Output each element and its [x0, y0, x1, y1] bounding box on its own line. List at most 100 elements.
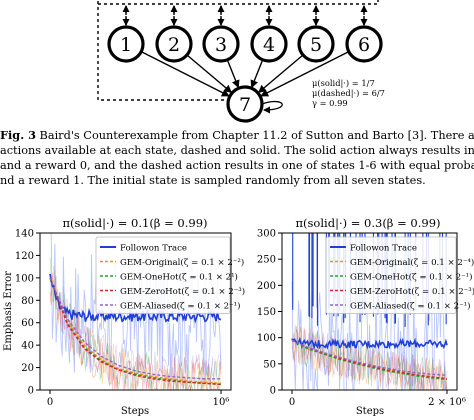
state-2-circle [155, 25, 193, 63]
solid-arrow-2 [186, 54, 233, 94]
legend-label-2: GEM-OneHot(ζ = 0.1 × 2¹) [120, 271, 238, 282]
xtick-label-1: 2 × 10⁶ [428, 397, 466, 408]
dashed-transitions [122, 5, 368, 26]
solid-arrow-6 [260, 51, 350, 97]
state-7-label: 7 [239, 94, 251, 116]
ytick-label-20: 20 [21, 363, 34, 374]
series-line-4 [49, 277, 221, 380]
ytick-label-0: 0 [270, 386, 276, 397]
state-4-circle [250, 25, 288, 63]
ytick-label-40: 40 [21, 341, 34, 352]
legend-label-4: GEM-Aliased(ζ = 0.1 × 2⁻¹) [120, 300, 240, 311]
chart-right: π(solid|·) = 0.3(β = 0.99) 0 50 100 150 200 2… [257, 216, 474, 417]
chart-left-xlabel: Steps [121, 406, 149, 417]
series-noise-1 [291, 325, 448, 390]
state-2-label: 2 [168, 34, 180, 56]
solid-transitions [140, 51, 350, 97]
legend-box [95, 236, 231, 314]
legend-label-4: GEM-Aliased(ζ = 0.1 × 2⁻¹) [350, 300, 470, 311]
caption-line-2: actions available at each state, dashed … [0, 144, 474, 157]
series-line-0 [291, 336, 448, 351]
state-6-circle [345, 25, 383, 63]
chart-left-y-ticks: 0 20 40 60 80 100 120 140 [15, 229, 40, 397]
xtick-label-0: 0 [47, 397, 53, 408]
ytick-label-60: 60 [21, 318, 34, 329]
self-loop-arrow [261, 100, 283, 114]
state-1-label: 1 [120, 34, 132, 56]
solid-arrow-1 [140, 51, 230, 97]
ytick-label-100: 100 [15, 273, 34, 284]
state-2-node: 2 [155, 25, 193, 63]
series-line-3 [291, 339, 448, 380]
state-nodes: 1 2 3 4 5 6 [107, 25, 383, 63]
state-4-node: 4 [250, 25, 288, 63]
solid-arrow-3 [226, 59, 240, 89]
xtick-label-0: 0 [289, 397, 295, 408]
chart-left: π(solid|·) = 0.1(β = 0.99) 0 20 40 60 80 100 1… [3, 216, 245, 417]
legend-label-3: GEM-ZeroHot(ζ = 0.1 × 2⁻³) [350, 286, 474, 297]
state-6-node: 6 [345, 25, 383, 63]
legend-label-0: Followon Trace [350, 243, 417, 253]
legend-label-0: Followon Trace [120, 243, 187, 253]
series-line-1 [49, 277, 222, 384]
series-noise-4 [291, 324, 448, 390]
chart-right-legend: Followon Trace GEM-Original(ζ = 0.1 × 2⁻⁴… [325, 236, 474, 314]
chart-left-series [49, 273, 222, 386]
legend-box [325, 236, 457, 314]
caption-line-4: nd a reward 1. The initial state is samp… [0, 174, 426, 187]
dashed-top-bus [97, 0, 379, 5]
state-6-label: 6 [358, 34, 370, 56]
ytick-label-120: 120 [15, 251, 34, 262]
caption-line-1: Fig. 3 Baird's Counterexample from Chapt… [0, 128, 474, 143]
series-line-3 [49, 277, 222, 386]
state-1-node: 1 [107, 25, 145, 63]
bairds-counterexample-diagram: 1 2 3 4 5 6 7 μ(solid|·) = 1/7 μ(dashed|·) = … [97, 0, 385, 123]
legend-label-3: GEM-ZeroHot(ζ = 0.1 × 2⁻³) [120, 286, 245, 297]
caption-label: Fig. 3 [0, 128, 36, 142]
ytick-label-80: 80 [21, 296, 34, 307]
ytick-label-250: 250 [257, 255, 276, 266]
solid-arrow-5 [257, 54, 304, 94]
ytick-label-100: 100 [257, 333, 276, 344]
ytick-label-200: 200 [257, 281, 276, 292]
ytick-label-140: 140 [15, 229, 34, 240]
policy-annotations: μ(solid|·) = 1/7 μ(dashed|·) = 6/7 γ = 0… [312, 78, 385, 108]
state-1-circle [107, 25, 145, 63]
legend-label-1: GEM-Original(ζ = 0.1 × 2⁻²) [120, 257, 244, 268]
figure-caption: Fig. 3 Baird's Counterexample from Chapt… [0, 128, 474, 188]
xtick-label-1: 10⁶ [213, 397, 230, 408]
state-5-circle [297, 25, 335, 63]
chart-right-title: π(solid|·) = 0.3(β = 0.99) [295, 216, 440, 231]
state-7-node: 7 [226, 85, 264, 123]
state-5-node: 5 [297, 25, 335, 63]
state-3-circle [202, 25, 240, 63]
ytick-label-50: 50 [263, 359, 276, 370]
chart-right-y-ticks: 0 50 100 150 200 250 300 [257, 229, 282, 397]
chart-left-ylabel: Emphasis Error [3, 271, 14, 351]
state-3-label: 3 [215, 34, 227, 56]
ytick-label-0: 0 [28, 386, 34, 397]
chart-right-xlabel: Steps [356, 406, 384, 417]
annotation-dashed: μ(dashed|·) = 6/7 [312, 88, 385, 99]
series-noise-4 [49, 280, 222, 390]
series-noise-1 [49, 265, 222, 390]
legend-label-1: GEM-Original(ζ = 0.1 × 2⁻⁴) [350, 257, 474, 268]
annotation-solid: μ(solid|·) = 1/7 [312, 78, 375, 89]
state-5-label: 5 [310, 34, 322, 56]
legend-label-2: GEM-OneHot(ζ = 0.1 × 2⁻¹) [350, 271, 472, 282]
series-noise-3 [49, 272, 222, 390]
series-noise-0 [291, 276, 448, 390]
chart-left-frame [39, 232, 232, 391]
state-3-node: 3 [202, 25, 240, 63]
series-noise-2 [291, 325, 448, 390]
series-noise-2 [49, 256, 222, 390]
series-line-0 [49, 273, 221, 324]
annotation-gamma: γ = 0.99 [312, 98, 348, 108]
series-line-2 [49, 277, 222, 386]
state-4-label: 4 [263, 34, 275, 56]
series-line-2 [291, 339, 448, 381]
chart-left-x-ticks: 0 10⁶ [47, 390, 230, 408]
ytick-label-300: 300 [257, 229, 276, 240]
ytick-label-150: 150 [257, 307, 276, 318]
